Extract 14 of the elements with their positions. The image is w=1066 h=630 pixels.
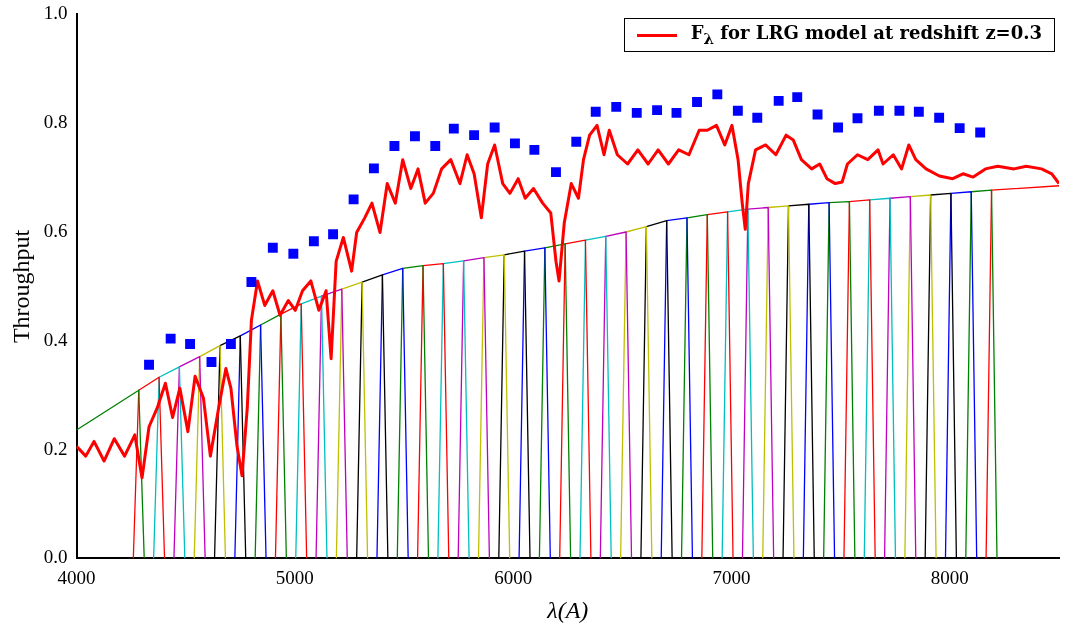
x-tick-label: 7000 (712, 566, 751, 588)
x-axis-title: λ(A) (546, 596, 589, 623)
x-tick-label: 8000 (930, 566, 969, 588)
y-tick-label: 0.6 (43, 219, 68, 241)
y-tick-label: 0.2 (43, 437, 68, 459)
y-tick-label: 1.0 (43, 2, 68, 24)
x-tick-label: 4000 (57, 566, 96, 588)
y-tick-label: 0.0 (43, 546, 68, 568)
x-tick-label: 5000 (275, 566, 314, 588)
legend-label: F$_{λ}$ for LRG model at redshift z=0.3 (690, 22, 1042, 48)
y-axis-title: Throughput (7, 229, 34, 344)
y-tick-label: 0.4 (43, 328, 69, 350)
y-tick-label: 0.8 (43, 111, 68, 133)
x-tick-label: 6000 (494, 566, 533, 588)
